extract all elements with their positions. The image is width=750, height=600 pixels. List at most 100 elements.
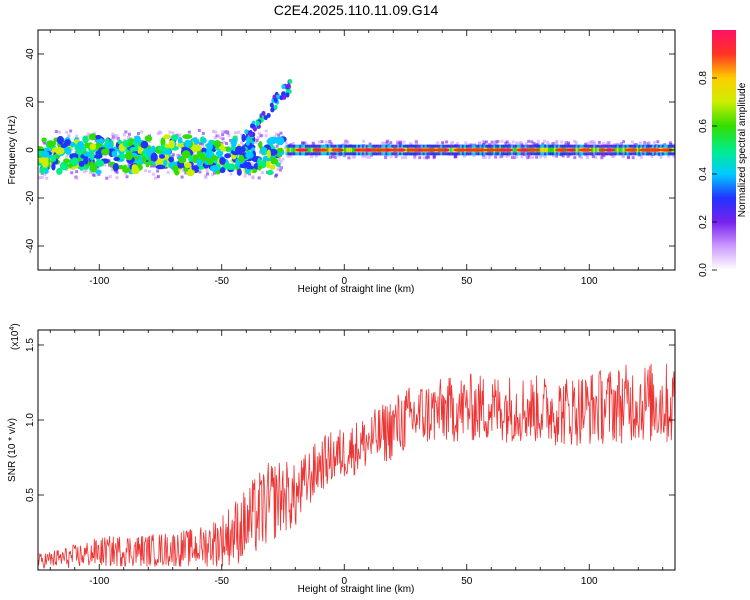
heatmap-blob xyxy=(265,160,271,169)
heatmap-cell xyxy=(653,140,657,144)
heatmap-cell xyxy=(487,156,491,160)
heatmap-cell xyxy=(422,156,426,160)
heatmap-cell xyxy=(75,176,79,180)
heatmap-cell xyxy=(293,147,297,153)
heatmap-cell xyxy=(425,156,429,160)
colorbar-tick-label: 0.8 xyxy=(698,71,709,85)
heatmap-blob xyxy=(76,140,85,150)
heatmap-blob xyxy=(199,153,206,161)
colorbar: 0.0 0.2 0.4 0.6 0.8 Normalized spectral ampl… xyxy=(698,30,748,277)
heatmap-cell xyxy=(222,141,226,145)
heatmap-cell xyxy=(218,136,222,140)
heatmap-cell xyxy=(275,132,279,136)
heatmap-blob xyxy=(182,134,193,140)
heatmap-cell xyxy=(197,128,201,132)
heatmap-blob xyxy=(95,134,102,140)
snr-series-line xyxy=(38,363,675,569)
heatmap-cell xyxy=(526,156,530,160)
heatmap-cell xyxy=(147,169,151,173)
heatmap-cell xyxy=(115,176,119,180)
x-tick-label: 50 xyxy=(461,276,473,287)
heatmap-cell xyxy=(638,141,642,145)
heatmap-blob xyxy=(276,147,284,153)
heatmap-cell xyxy=(255,138,259,142)
heatmap-blob xyxy=(269,102,274,108)
heatmap-peak xyxy=(379,148,387,152)
heatmap-blob xyxy=(67,163,73,168)
heatmap-cell xyxy=(389,155,393,159)
heatmap-cell xyxy=(127,163,131,167)
heatmap-cell xyxy=(593,147,597,153)
heatmap-blob xyxy=(215,150,224,157)
heatmap-cell xyxy=(229,172,233,176)
heatmap-blob xyxy=(117,139,122,145)
heatmap-blob xyxy=(181,150,191,159)
heatmap-blob xyxy=(158,154,166,159)
heatmap-cell xyxy=(511,155,515,159)
heatmap-cell xyxy=(511,140,515,144)
heatmap-blob xyxy=(95,137,105,145)
heatmap-blob xyxy=(224,153,231,159)
heatmap-blob xyxy=(209,165,219,172)
heatmap-blob xyxy=(266,149,271,159)
x-tick-label: -50 xyxy=(215,276,230,287)
heatmap-blob xyxy=(245,151,254,159)
heatmap-cell xyxy=(498,155,502,159)
heatmap-cell xyxy=(124,130,128,134)
heatmap-blob xyxy=(206,149,213,159)
heatmap-cell xyxy=(541,142,545,146)
heatmap-blob xyxy=(206,142,214,151)
heatmap-cell xyxy=(590,141,594,145)
heatmap-blob xyxy=(100,148,110,156)
heatmap-blob xyxy=(122,167,131,173)
heatmap-blob xyxy=(219,167,226,174)
heatmap-peak xyxy=(434,148,446,152)
heatmap-cell xyxy=(69,129,73,133)
heatmap-cell xyxy=(413,156,417,160)
heatmap-cell xyxy=(396,140,400,144)
heatmap-cell xyxy=(286,154,290,158)
heatmap-cell xyxy=(614,147,619,153)
heatmap-cell xyxy=(254,140,258,144)
heatmap-cell xyxy=(620,147,625,153)
heatmap-cell xyxy=(125,175,129,179)
heatmap-cell xyxy=(472,154,476,158)
heatmap-cell xyxy=(211,173,215,177)
heatmap-cell xyxy=(140,130,144,134)
heatmap-cell xyxy=(535,155,539,159)
heatmap-cell xyxy=(92,131,96,135)
heatmap-cell xyxy=(178,133,182,137)
heatmap-cell xyxy=(462,154,466,158)
heatmap-blob xyxy=(145,161,150,168)
snr-frame xyxy=(37,329,676,571)
heatmap-blob xyxy=(95,169,102,175)
heatmap-cell xyxy=(538,155,542,159)
heatmap-cell xyxy=(362,139,366,143)
heatmap-cell xyxy=(291,141,295,145)
heatmap-cell xyxy=(368,155,372,159)
heatmap-cell xyxy=(342,147,346,153)
heatmap-blob xyxy=(201,147,207,154)
heatmap-blob xyxy=(285,92,290,98)
heatmap-cell xyxy=(525,154,529,158)
heatmap-cell xyxy=(448,147,452,153)
heatmap-cell xyxy=(166,170,170,174)
colorbar-label: Normalized spectral amplitude xyxy=(737,82,748,217)
heatmap-blob xyxy=(184,162,192,169)
heatmap-cell xyxy=(171,153,175,157)
heatmap-peak xyxy=(406,148,420,152)
heatmap-cell xyxy=(616,147,621,153)
heatmap-cell xyxy=(324,140,328,144)
heatmap-blob xyxy=(255,120,260,126)
heatmap-cell xyxy=(328,155,332,159)
heatmap-cell xyxy=(92,173,96,177)
heatmap-cell xyxy=(227,133,231,137)
heatmap-cell xyxy=(640,155,644,159)
heatmap-blob xyxy=(41,137,47,143)
heatmap-cell xyxy=(619,142,623,146)
heatmap-cell xyxy=(212,129,216,133)
heatmap-cell xyxy=(38,176,42,180)
heatmap-blob xyxy=(117,153,127,160)
heatmap-cell xyxy=(307,147,311,153)
heatmap-cell xyxy=(536,143,540,147)
